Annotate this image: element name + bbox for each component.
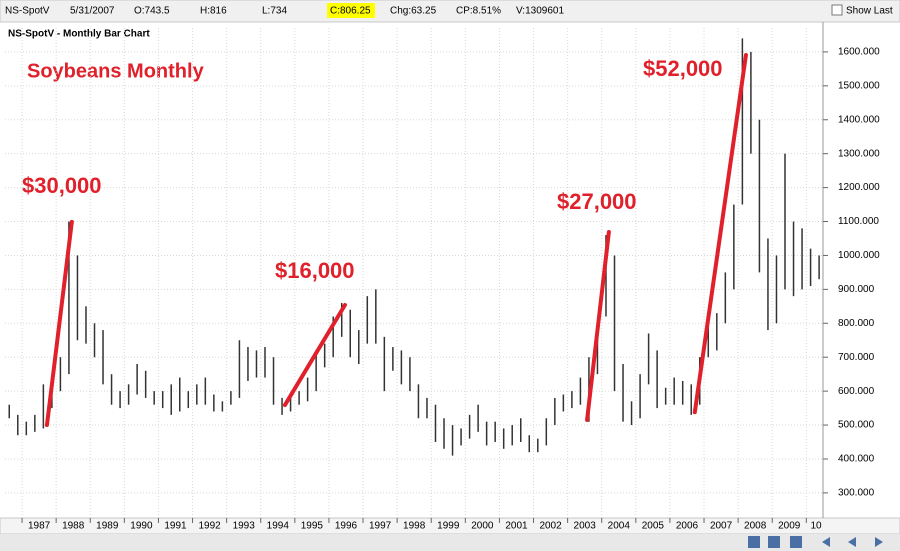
y-tick-label: 800.000	[838, 318, 875, 329]
x-tick-label: 2008	[744, 521, 767, 532]
x-tick-label: 2003	[574, 521, 597, 532]
nav-buttons	[748, 536, 883, 548]
high: H:816	[200, 6, 227, 17]
subtitle: Soybeans Monthly	[27, 60, 205, 82]
x-tick-label: 1999	[437, 521, 460, 532]
x-tick-label: 1991	[164, 521, 187, 532]
trend-line	[585, 230, 611, 422]
x-tick-label: 2001	[505, 521, 528, 532]
y-tick-label: 900.000	[838, 284, 875, 295]
trend-line	[282, 302, 347, 408]
y-tick-label: 700.000	[838, 352, 875, 363]
x-tick-label: 1992	[198, 521, 221, 532]
x-tick-label: 1993	[233, 521, 256, 532]
x-tick-label: 1988	[62, 521, 85, 532]
change: Chg:63.25	[390, 6, 437, 17]
annotation-label: $52,000	[643, 56, 723, 81]
nav-right[interactable]	[875, 537, 883, 547]
y-tick-label: 400.000	[838, 454, 875, 465]
low: L:734	[262, 6, 287, 17]
change-pct: CP:8.51%	[456, 6, 501, 17]
annotation-label: $30,000	[22, 173, 102, 198]
show-last-checkbox[interactable]	[831, 4, 843, 16]
x-tick-label: 1989	[96, 521, 119, 532]
nav-left[interactable]	[822, 537, 830, 547]
x-tick-label: 2005	[642, 521, 665, 532]
annotation-label: $27,000	[557, 189, 637, 214]
y-tick-label: 1400.000	[838, 114, 880, 125]
y-tick-label: 1100.000	[838, 216, 879, 227]
y-tick-label: 1300.000	[838, 148, 880, 159]
x-tick-label: 1994	[267, 521, 290, 532]
close: C:806.25	[330, 6, 371, 17]
x-tick-label: 10	[810, 521, 822, 532]
trend-line	[692, 52, 748, 415]
trend-line	[44, 219, 74, 428]
y-tick-label: 500.000	[838, 420, 875, 431]
y-tick-label: 1600.000	[838, 47, 880, 58]
x-tick-label: 2002	[539, 521, 562, 532]
show-last[interactable]: Show Last	[846, 6, 893, 17]
nav-button[interactable]	[748, 536, 760, 548]
y-tick-label: 1000.000	[838, 250, 880, 261]
date: 5/31/2007	[70, 6, 115, 17]
y-tick-label: 1200.000	[838, 182, 880, 193]
nav-button[interactable]	[768, 536, 780, 548]
open: O:743.5	[134, 6, 170, 17]
volume: V:1309601	[516, 6, 564, 17]
x-tick-label: 2006	[676, 521, 699, 532]
x-tick-label: 1987	[28, 521, 51, 532]
y-tick-label: 1500.000	[838, 80, 880, 91]
x-tick-label: 1998	[403, 521, 426, 532]
close-highlight	[327, 3, 375, 18]
x-tick-label: 2000	[471, 521, 494, 532]
scrollbar	[0, 534, 900, 551]
y-tick-label: 600.000	[838, 386, 875, 397]
x-tick-label: 2007	[710, 521, 733, 532]
x-tick-label: 2004	[608, 521, 631, 532]
x-tick-label: 2009	[778, 521, 801, 532]
x-tick-label: 1995	[301, 521, 324, 532]
annotation-label: $16,000	[275, 258, 355, 283]
x-tick-label: 1996	[335, 521, 358, 532]
nav-left[interactable]	[848, 537, 856, 547]
symbol: NS-SpotV	[5, 6, 50, 17]
y-tick-label: 300.000	[838, 488, 875, 499]
nav-button[interactable]	[790, 536, 802, 548]
chart-title: NS-SpotV - Monthly Bar Chart	[8, 29, 150, 40]
x-tick-label: 1997	[369, 521, 392, 532]
x-tick-label: 1990	[130, 521, 153, 532]
header-bar	[0, 0, 900, 23]
